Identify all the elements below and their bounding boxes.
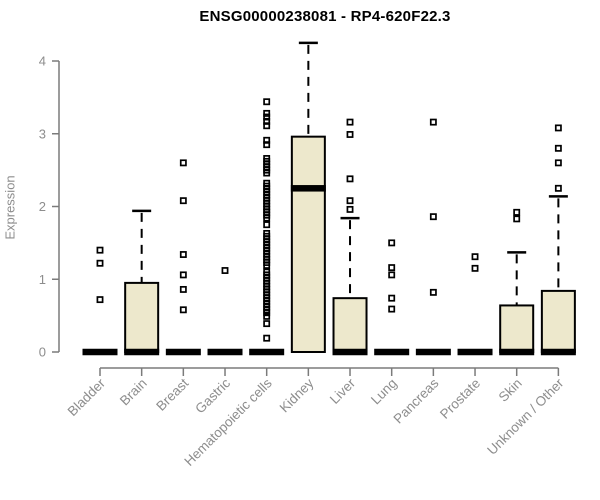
outlier-point-9 (471, 253, 479, 261)
outlier-point-8 (429, 288, 437, 296)
y-tick-label-3: 3 (39, 126, 46, 141)
median-line-7 (374, 348, 410, 356)
outlier-point-10 (513, 208, 521, 216)
median-line-5 (290, 185, 326, 192)
outlier-point-4 (263, 309, 271, 317)
outlier-point-6 (346, 205, 354, 213)
outlier-point-6 (346, 131, 354, 138)
outlier-point-2 (179, 251, 187, 258)
outlier-point-11 (554, 124, 562, 132)
median-line-8 (415, 348, 451, 356)
outlier-point-0 (96, 259, 104, 267)
outlier-point-11 (554, 144, 562, 152)
outlier-point-7 (388, 264, 396, 272)
outlier-point-4 (263, 334, 271, 342)
outlier-point-11 (554, 159, 562, 167)
median-line-4 (249, 348, 285, 356)
outlier-point-4 (263, 221, 271, 229)
x-category-label-5: Kidney (277, 375, 317, 415)
outlier-point-7 (388, 305, 396, 313)
outlier-point-2 (179, 159, 187, 167)
outlier-point-11 (554, 184, 562, 192)
y-tick-label-0: 0 (39, 345, 46, 360)
outlier-point-2 (179, 285, 187, 293)
box-11 (540, 289, 576, 354)
outlier-point-4 (263, 169, 271, 177)
x-category-label-2: Breast (153, 375, 191, 413)
x-category-label-11: Unknown / Other (484, 375, 567, 458)
median-line-9 (457, 348, 493, 356)
outlier-point-4 (263, 98, 271, 106)
box-10 (499, 304, 535, 354)
x-category-label-0: Bladder (65, 375, 109, 419)
outlier-point-6 (346, 175, 354, 183)
median-line-2 (165, 348, 201, 356)
x-category-label-6: Liver (327, 375, 359, 407)
outlier-point-7 (388, 239, 396, 247)
y-axis-title: Expression (2, 175, 18, 240)
y-tick-label-1: 1 (39, 272, 46, 287)
outlier-point-6 (346, 118, 354, 126)
x-category-label-9: Prostate (437, 376, 483, 422)
outlier-point-7 (388, 294, 396, 302)
box-6 (332, 297, 368, 354)
outlier-point-3 (221, 267, 229, 274)
median-line-11 (540, 348, 576, 356)
x-category-label-3: Gastric (192, 375, 233, 416)
outlier-point-8 (429, 118, 437, 126)
outlier-point-7 (388, 271, 396, 279)
outlier-point-9 (471, 264, 479, 272)
y-tick-label-4: 4 (39, 54, 46, 69)
chart-title: ENSG00000238081 - RP4-620F22.3 (199, 8, 451, 25)
outlier-point-4 (263, 214, 271, 222)
x-category-label-10: Skin (496, 376, 525, 405)
outlier-point-2 (179, 271, 187, 279)
outlier-point-4 (263, 141, 271, 149)
box-1 (124, 281, 160, 354)
outlier-point-0 (96, 296, 104, 304)
outlier-point-8 (429, 213, 437, 221)
y-tick-label-2: 2 (39, 199, 46, 214)
median-line-3 (207, 348, 243, 356)
box-5 (290, 135, 326, 353)
outlier-point-4 (263, 312, 271, 320)
x-category-label-8: Pancreas (391, 375, 442, 426)
outlier-point-4 (263, 261, 271, 269)
x-category-label-1: Brain (117, 376, 150, 409)
x-category-label-7: Lung (368, 376, 400, 408)
median-line-6 (332, 348, 368, 356)
outlier-point-10 (513, 215, 521, 223)
outlier-point-2 (179, 197, 187, 205)
outlier-point-4 (263, 320, 271, 328)
median-line-0 (82, 348, 118, 356)
outlier-point-0 (96, 246, 104, 254)
outlier-point-6 (346, 197, 354, 205)
median-line-10 (499, 348, 535, 356)
outlier-point-4 (263, 109, 271, 117)
median-line-1 (124, 348, 160, 356)
outlier-point-2 (179, 306, 187, 314)
outlier-point-4 (263, 122, 271, 130)
